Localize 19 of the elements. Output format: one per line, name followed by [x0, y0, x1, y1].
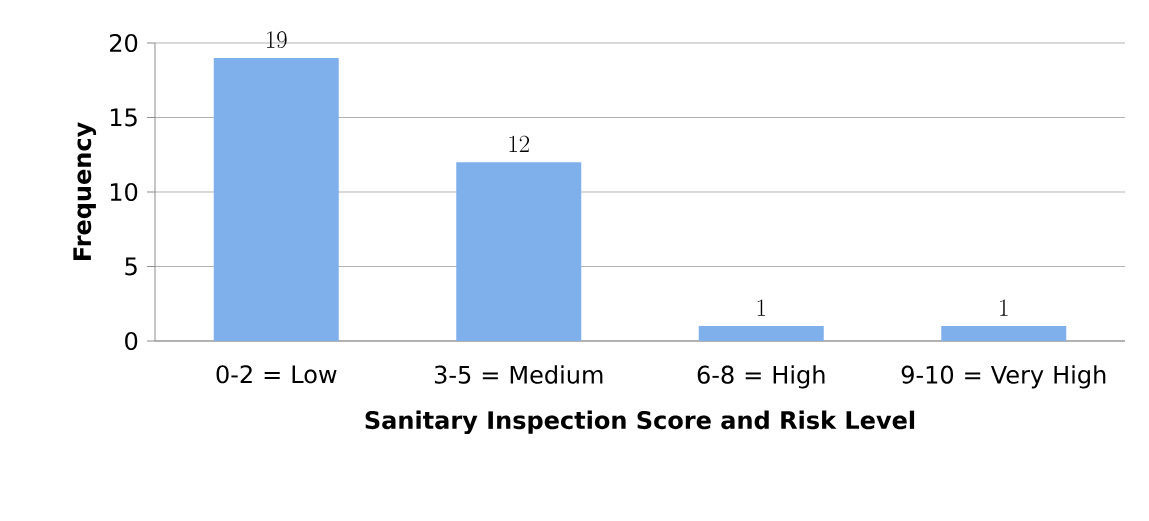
x-tick-label: 9-10 = Very High: [901, 365, 1106, 389]
y-tick-label: 10: [110, 182, 138, 202]
y-tick-label: 15: [110, 108, 137, 127]
data-label: 1: [1000, 299, 1008, 316]
data-label: 12: [509, 135, 530, 152]
data-label: 1: [757, 299, 766, 316]
bar: [213, 57, 339, 341]
y-tick-label: 0: [125, 331, 138, 351]
bar: [456, 162, 582, 341]
y-tick-label: 5: [125, 257, 137, 276]
data-label: 19: [267, 31, 287, 49]
y-axis-title: Frequency: [73, 122, 97, 261]
x-tick-label: 3-5 = Medium: [434, 365, 603, 384]
x-tick-label: 6-8 = High: [697, 365, 825, 389]
y-tick-label: 20: [110, 33, 138, 53]
bar: [941, 326, 1067, 341]
bar: [698, 326, 824, 341]
x-axis-title: Sanitary Inspection Score and Risk Level: [365, 410, 915, 435]
x-tick-label: 0-2 = Low: [216, 365, 337, 384]
